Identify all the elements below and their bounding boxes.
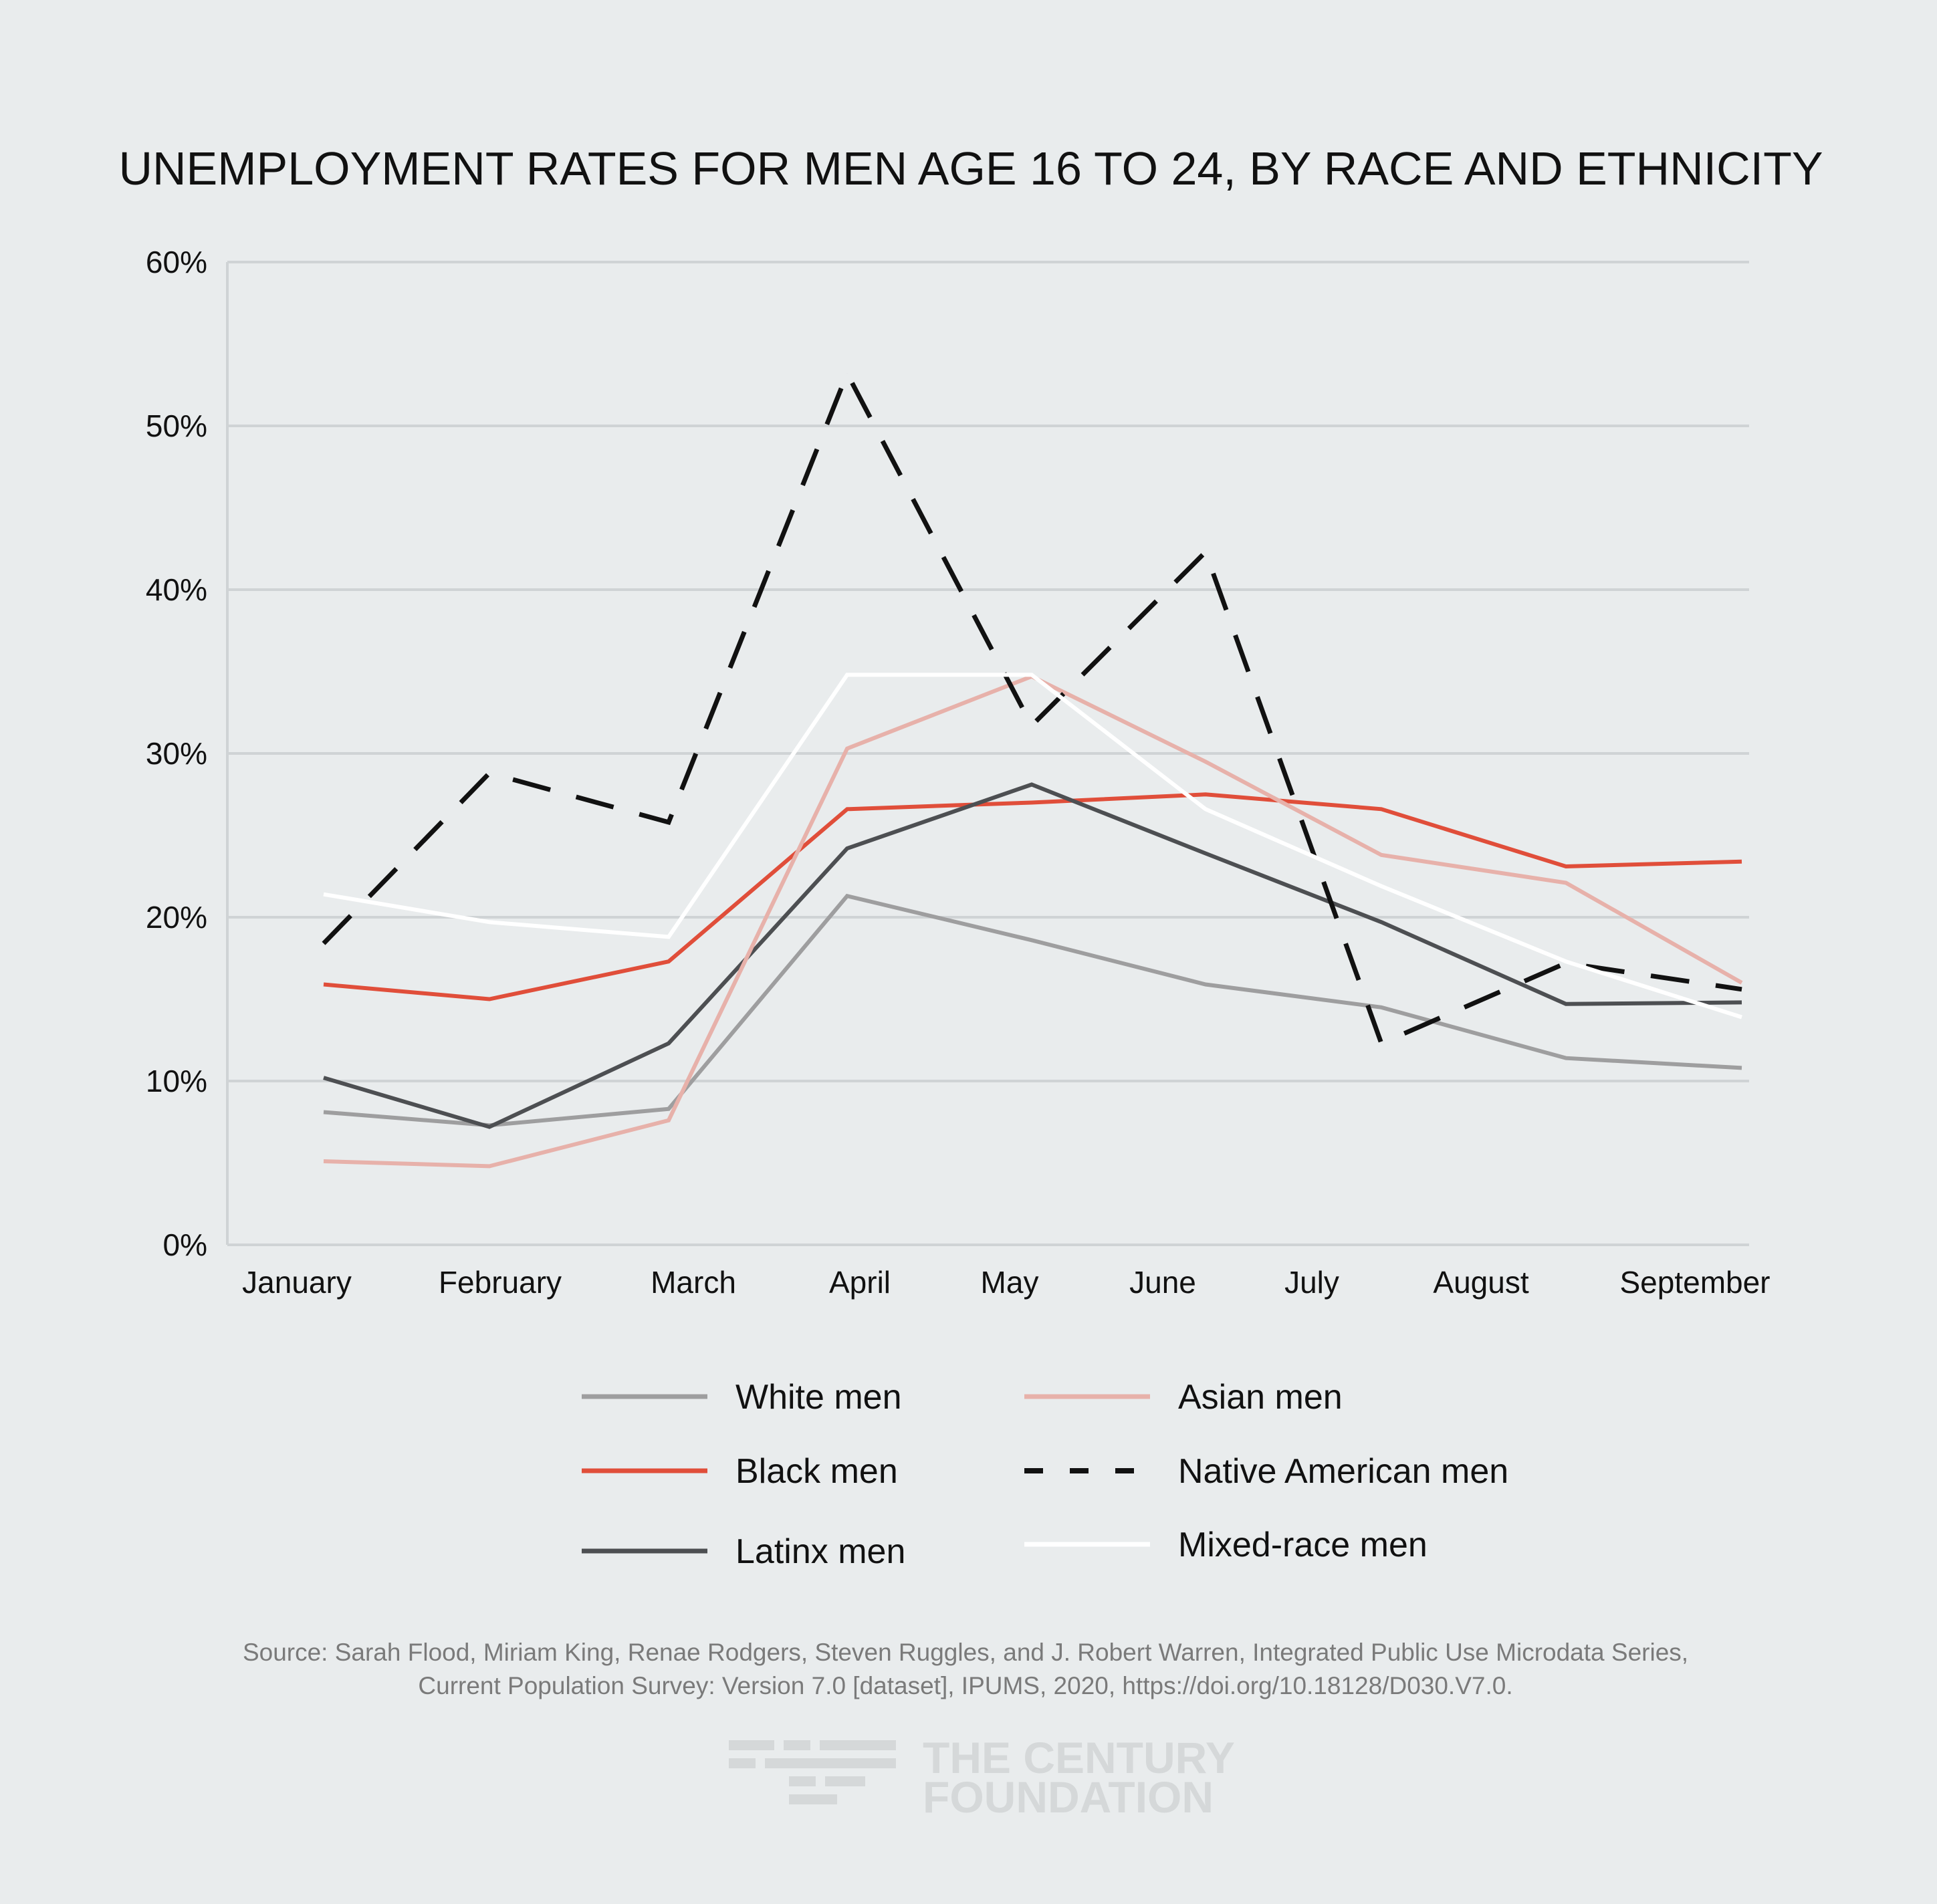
x-tick-label: February [439,1265,562,1300]
legend: White men Black men Latinx men Asian men Nat… [582,1378,1508,1571]
source-line-2: Current Population Survey: Version 7.0 [… [418,1672,1512,1699]
x-tick-label: July [1284,1265,1339,1300]
series-line [323,674,1743,1169]
logo-line-2: FOUNDATION [923,1772,1214,1822]
x-tick-label: April [829,1265,891,1300]
legend-label: Native American men [1178,1452,1508,1491]
y-tick-label: 40% [146,572,207,607]
y-tick-label: 50% [146,408,207,443]
legend-label: White men [735,1378,902,1417]
series-line [323,673,1742,1020]
x-tick-label: May [981,1265,1039,1300]
series-line [322,368,1742,1047]
logo-mark-icon [729,1740,896,1804]
gridlines [227,261,1749,1246]
legend-label: Asian men [1178,1378,1343,1417]
y-tick-label: 10% [146,1064,207,1098]
series-line [323,782,1742,1129]
source-line-1: Source: Sarah Flood, Miriam King, Renae … [243,1639,1688,1666]
x-axis-ticks: January February March April May June July Augu… [242,1265,1770,1300]
logo-line-1: THE CENTURY [923,1733,1235,1782]
series-line [323,792,1742,1001]
legend-label: Mixed-race men [1178,1526,1428,1564]
y-tick-label: 0% [163,1227,207,1262]
chart-title: UNEMPLOYMENT RATES FOR MEN AGE 16 TO 24,… [118,142,1823,195]
y-axis-ticks: 0% 10% 20% 30% 40% 50% 60% [146,245,207,1262]
x-tick-label: January [242,1265,352,1300]
legend-label: Latinx men [735,1532,905,1571]
y-tick-label: 30% [146,736,207,771]
y-tick-label: 60% [146,245,207,279]
x-tick-label: March [651,1265,736,1300]
legend-label: Black men [735,1452,898,1491]
x-tick-label: June [1129,1265,1196,1300]
series-line [323,893,1742,1128]
x-tick-label: September [1619,1265,1770,1300]
series-lines [322,368,1743,1169]
y-tick-label: 20% [146,900,207,935]
x-tick-label: August [1433,1265,1528,1300]
